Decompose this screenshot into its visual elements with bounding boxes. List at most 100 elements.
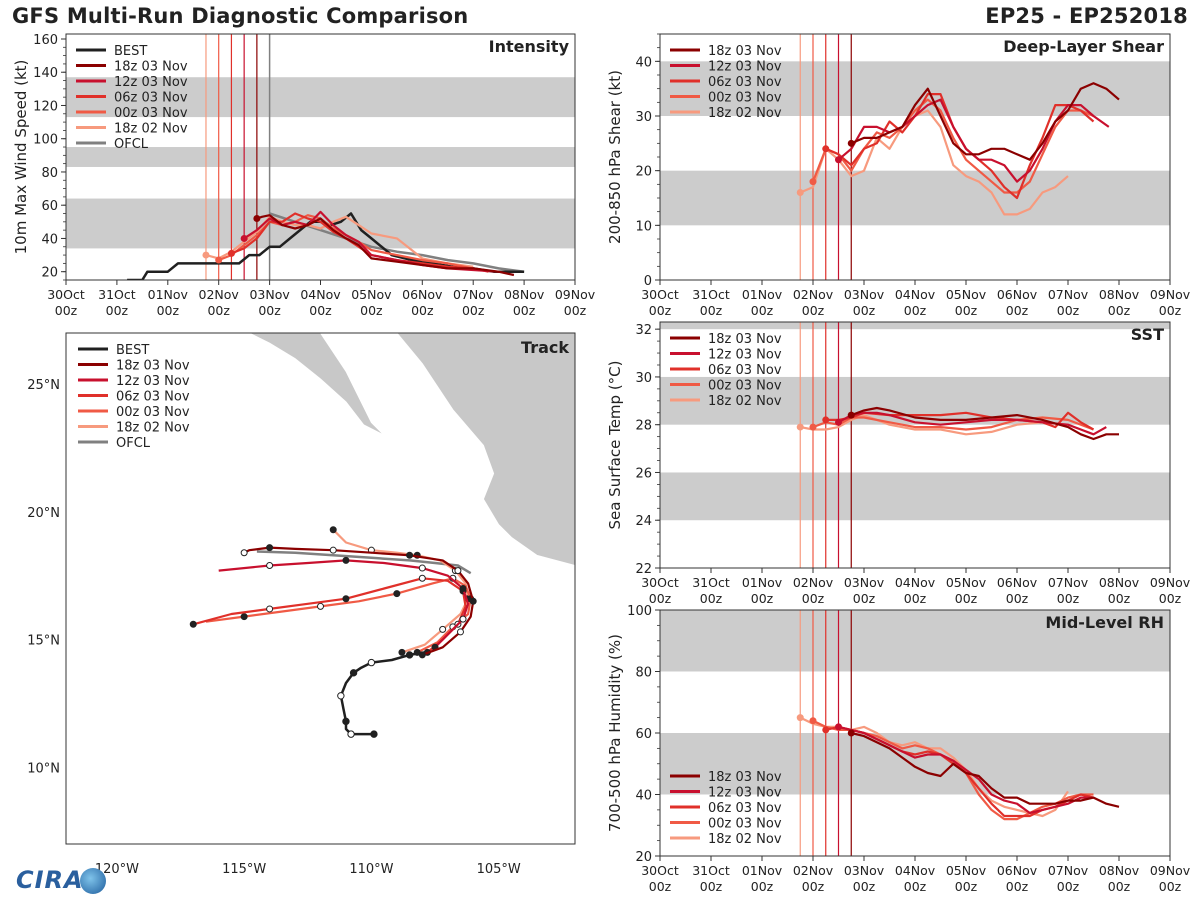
shear-xtick-hour: 00z	[955, 303, 978, 318]
sst-legend-label: 00z 03 Nov	[708, 379, 782, 394]
sst-xtick-date: 07Nov	[1048, 575, 1089, 590]
track-legend-label: 18z 02 Nov	[116, 421, 190, 436]
sst-run-start-point	[847, 411, 855, 419]
shear-legend-label: 18z 03 Nov	[708, 44, 782, 59]
track-lat-label: 10°N	[27, 761, 60, 776]
sst-run-line	[837, 411, 1107, 436]
intensity-band	[66, 198, 575, 249]
intensity-xtick-date: 03Nov	[249, 287, 290, 302]
rh-run-line	[851, 731, 1120, 808]
sst-xtick-date: 05Nov	[946, 575, 987, 590]
rh-run-line	[838, 725, 1094, 815]
track-run-point	[459, 585, 467, 592]
intensity-legend-label: 18z 03 Nov	[114, 60, 188, 75]
track-legend-label: 00z 03 Nov	[116, 405, 190, 420]
intensity-ytick-label: 120	[33, 99, 58, 114]
sst-run-start-point	[796, 423, 804, 431]
sst-ytick-label: 26	[635, 466, 652, 481]
sst-xtick-hour: 00z	[853, 591, 876, 606]
intensity-ytick-label: 100	[33, 133, 58, 148]
shear-xtick-date: 03Nov	[844, 287, 885, 302]
sst-band	[660, 472, 1170, 521]
intensity-run-start-point	[253, 215, 261, 222]
intensity-xtick-date: 05Nov	[351, 287, 392, 302]
intensity-ylabel: 10m Max Wind Speed (kt)	[12, 60, 30, 255]
sst-ytick-label: 24	[635, 514, 652, 529]
intensity-xtick-date: 04Nov	[300, 287, 341, 302]
rh-xtick-date: 03Nov	[844, 863, 885, 878]
shear-ytick-label: 10	[635, 219, 652, 234]
shear-ytick-label: 40	[635, 55, 652, 70]
intensity-xtick-hour: 00z	[106, 303, 129, 318]
track-run-point	[342, 595, 350, 603]
rh-band	[660, 610, 1170, 672]
shear-band	[660, 170, 1170, 226]
intensity-xtick-date: 02Nov	[199, 287, 240, 302]
intensity-legend-label: 18z 02 Nov	[114, 122, 188, 137]
main-title: GFS Multi-Run Diagnostic Comparison	[12, 4, 469, 28]
shear-run-start-point	[809, 178, 817, 186]
shear-xtick-hour: 00z	[1108, 303, 1131, 318]
sst-xtick-date: 30Oct	[641, 575, 679, 590]
track-run-point	[240, 549, 248, 557]
track-run-point	[454, 567, 462, 575]
track-run-point	[266, 544, 274, 552]
intensity-legend-label: OFCL	[114, 137, 149, 152]
track-legend-label: BEST	[116, 343, 149, 358]
best-line	[127, 212, 525, 280]
intensity-legend-label: 12z 03 Nov	[114, 75, 188, 90]
sst-ytick-label: 22	[635, 562, 652, 577]
track-run-point	[342, 556, 350, 564]
rh-xtick-hour: 00z	[649, 879, 672, 894]
shear-xtick-hour: 00z	[1006, 303, 1029, 318]
sst-ytick-label: 32	[635, 323, 652, 338]
track-run-point	[329, 546, 337, 554]
track-lon-label: 110°W	[349, 862, 393, 877]
shear-xtick-hour: 00z	[649, 303, 672, 318]
sst-xtick-hour: 00z	[649, 591, 672, 606]
track-best-point	[337, 692, 345, 700]
sst-band	[660, 322, 1170, 330]
rh-run-start-point	[809, 717, 817, 725]
globe-icon	[80, 868, 106, 894]
sst-xtick-hour: 00z	[1108, 591, 1131, 606]
intensity-xtick-hour: 00z	[309, 303, 332, 318]
track-run-point	[393, 590, 401, 598]
rh-title: Mid-Level RH	[1045, 613, 1164, 632]
sst-run-line	[825, 411, 1095, 431]
sst-ytick-label: 30	[635, 371, 652, 386]
sst-run-line	[850, 406, 1119, 441]
track-lon-label: 105°W	[477, 862, 521, 877]
cira-logo: CIRA	[6, 866, 116, 898]
track-lat-label: 25°N	[27, 378, 60, 393]
rh-xtick-date: 09Nov	[1150, 863, 1191, 878]
sst-title: SST	[1131, 325, 1164, 344]
sst-xtick-date: 06Nov	[997, 575, 1038, 590]
intensity-xtick-hour: 00z	[360, 303, 383, 318]
sst-legend-label: 18z 03 Nov	[708, 332, 782, 347]
shear-legend-label: 12z 03 Nov	[708, 60, 782, 75]
rh-ylabel: 700-500 hPa Humidity (%)	[606, 634, 624, 832]
sst-run-start-point	[835, 418, 842, 426]
intensity-xtick-date: 06Nov	[402, 287, 443, 302]
intensity-xtick-date: 07Nov	[453, 287, 494, 302]
intensity-xtick-hour: 00z	[55, 303, 78, 318]
intensity-xtick-hour: 00z	[462, 303, 485, 318]
intensity-run-line	[230, 212, 489, 273]
intensity-ytick-label: 140	[33, 66, 58, 81]
rh-ytick-label: 80	[635, 666, 652, 681]
intensity-xtick-date: 31Oct	[98, 287, 136, 302]
sst-xtick-hour: 00z	[1006, 591, 1029, 606]
storm-id: EP25 - EP252018	[985, 4, 1188, 28]
shear-run-start-point	[835, 156, 842, 164]
sst-panel: 22242628303230Oct00z31Oct00z01Nov00z02No…	[606, 321, 1191, 606]
intensity-title: Intensity	[489, 37, 570, 56]
sst-run-start-point	[822, 416, 830, 424]
track-frame	[65, 332, 576, 845]
intensity-band	[66, 147, 575, 167]
intensity-ytick-label: 80	[41, 166, 58, 181]
